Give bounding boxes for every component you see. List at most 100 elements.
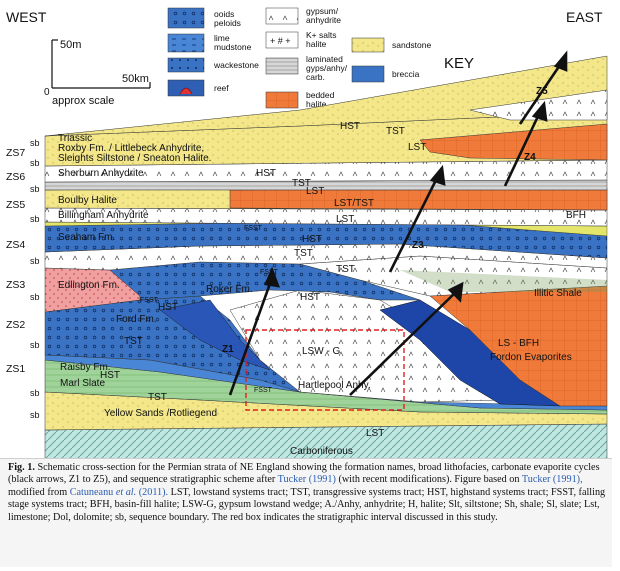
key-lime-mudstone: lime mudstone [214,33,252,52]
tract-lst-zs6: LST [306,186,324,197]
cycle-zs5: ZS5 [6,199,25,211]
scale-horizontal: 50km [122,73,149,85]
scale-vertical: 50m [60,39,81,51]
unit-seaham: Seaham Fm. [58,232,115,243]
key-breccia: breccia [392,69,420,79]
formation-labels: Triassic Roxby Fm. / Littlebeck Anhydrit… [58,133,586,457]
tract-fsst-zs2: FSST [140,297,159,304]
sb-label: sb [30,292,40,302]
cycle-zs4: ZS4 [6,239,25,251]
tract-hst-zs4: HST [302,234,322,245]
caption-ref-tucker[interactable]: Tucker [277,474,307,486]
key-wackestone: wackestone [213,60,259,70]
sb-label: sb [30,138,40,148]
tract-lst-zs1: LST [366,428,384,439]
caption-ref-catuneanu[interactable]: Catuneanu et al. (2011). [69,486,169,498]
caption-ref-tucker-year[interactable]: (1991) [308,474,336,486]
arrow-z4: Z4 [524,152,536,163]
tract-tst-zs1: TST [148,392,167,403]
sb-label: sb [30,184,40,194]
scale-zero: 0 [44,87,50,98]
arrow-labels: Z1 Z2 Z3 Z4 Z5 [222,86,548,365]
tract-tst-zs4: TST [294,248,313,259]
unit-roxby: Roxby Fm. / Littlebeck Anhydrite, [58,143,204,154]
cycle-zs6: ZS6 [6,171,25,183]
sb-label: sb [30,410,40,420]
tract-tst-zs2: TST [124,336,143,347]
key-gypsum: gypsum/anhydrite [306,6,341,25]
unit-ford: Ford Fm. [116,314,157,325]
sb-label: sb [30,388,40,398]
tract-tst-zs6: TST [292,178,311,189]
unit-raisby: Raisby Fm. [60,362,111,373]
caption-ref-tucker-1991[interactable]: Tucker (1991), [521,474,583,486]
caption-background [0,458,612,567]
unit-hartlepool: Hartlepool Anhy. [298,380,371,391]
key-k-salts: K+ salts halite [306,30,336,49]
caption-fig-label: Fig. 1. [8,462,35,473]
arrow-z3: Z3 [412,240,424,251]
unit-triassic: Triassic [58,133,92,144]
systems-tracts: HST TST LST HST TST LST LST/TST LST FSST… [100,121,426,439]
east-label: EAST [566,9,603,25]
cycle-zs7: ZS7 [6,147,25,159]
tract-lst-tst-zs5: LST/TST [334,198,374,209]
unit-billingham: Billingham Anhydrite [58,210,149,221]
scale-note: approx scale [52,95,114,107]
tract-hst-zs6: HST [256,168,276,179]
tract-hst-zs3: HST [300,292,320,303]
cross-section-figure: WEST EAST 50m 50km 0 approx scale ooids p… [6,6,608,460]
unit-sleights: Sleights Siltstone / Sneaton Halite. [58,153,211,164]
sb-label: sb [30,214,40,224]
cycle-zs3: ZS3 [6,279,25,291]
unit-edlington: Edlington Fm. [58,280,120,291]
key-laminated: laminated gyps/anhy/carb. [306,54,348,82]
caption-text: modified from [8,486,70,498]
tract-lst-zs7: LST [408,142,426,153]
svg-text:+ # +: + # + [270,36,291,46]
tract-hst-zs7: HST [340,121,360,132]
key-ooids: ooids peloids [214,9,241,28]
tract-lst-zs4: LST [336,214,354,225]
arrow-z2: Z2 [412,354,424,365]
unit-illitic: Illitic Shale [534,288,582,299]
key-reef: reef [214,83,229,93]
figure-caption: Fig. 1. Schematic cross-section for the … [8,462,608,524]
key-title: KEY [444,55,474,72]
scale-bar: 50m 50km 0 approx scale [44,39,151,107]
unit-boulby: Boulby Halite [58,195,117,206]
arrow-z1: Z1 [222,344,234,355]
unit-carboniferous: Carboniferous [290,446,353,457]
west-label: WEST [6,9,47,25]
arrow-z5: Z5 [536,86,548,97]
key-bedded-halite: bedded halite [306,90,335,109]
unit-yellow-sands: Yellow Sands /Rotliegend [104,408,217,419]
tract-hst-zs2: HST [158,302,178,313]
unit-bfh: BFH [566,210,586,221]
sb-label: sb [30,158,40,168]
sb-label: sb [30,256,40,266]
tract-fsst-zs1: FSST [254,387,273,394]
cycle-zs2: ZS2 [6,319,25,331]
cross-section [44,55,608,460]
sequence-boundaries: sb sb sb sb sb sb sb sb sb [30,138,40,420]
caption-text: Schematic cross-section for the Permian … [8,462,600,486]
unit-roker: Roker Fm. [206,284,253,295]
tract-tst-zs3: TST [336,264,355,275]
cycle-labels: ZS7 ZS6 ZS5 ZS4 ZS3 ZS2 ZS1 [6,147,25,375]
tract-tst-zs7: TST [386,126,405,137]
caption-text: (with recent modifications). Figure base… [335,474,522,486]
key-sandstone: sandstone [392,40,431,50]
cycle-arrows [228,50,568,396]
unit-sherburn: Sherburn Anhydrite [58,168,144,179]
unit-marl: Marl Slate [60,378,105,389]
unit-ls-bfh: LS - BFH [498,338,539,349]
tract-fsst-zs4: FSST [244,225,263,232]
legend: ooids peloids lime mudstone wackestone ree… [167,6,474,109]
unit-lsw: LSW - G [302,346,341,357]
sb-label: sb [30,340,40,350]
caption-text: LST, lowstand systems tract; TST, transg… [8,486,606,523]
cycle-zs1: ZS1 [6,363,25,375]
tract-hst-zs1: HST [100,370,120,381]
